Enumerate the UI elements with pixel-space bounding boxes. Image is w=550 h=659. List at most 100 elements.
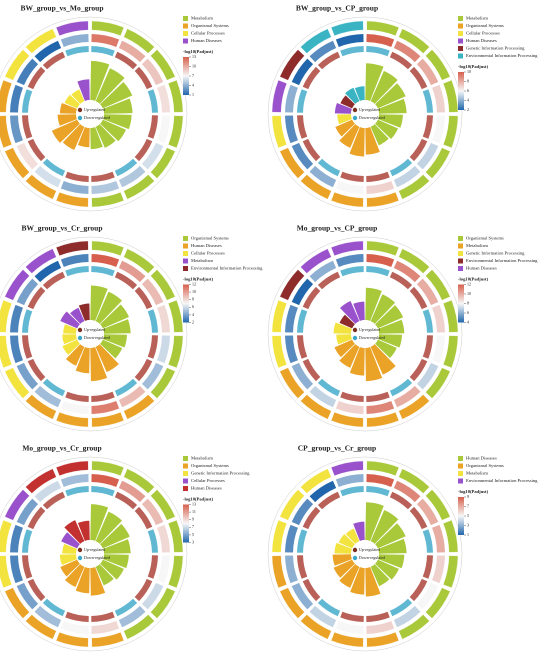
status-ring — [65, 391, 89, 402]
padj-cell — [432, 555, 445, 584]
status-ring — [422, 335, 433, 359]
padj-cell — [285, 524, 298, 553]
status-ring — [409, 286, 428, 310]
status-ring — [340, 266, 364, 277]
category-sector — [300, 28, 332, 54]
colorbar — [458, 72, 464, 110]
colorbar-tick-label: 8 — [467, 300, 469, 305]
status-label: Up-regulated — [84, 327, 105, 332]
legend-swatch — [183, 236, 188, 241]
category-sector — [443, 335, 459, 369]
category-sector — [55, 460, 89, 476]
center — [76, 320, 104, 348]
legend-swatch — [458, 463, 463, 469]
status-ring — [22, 529, 33, 553]
colorbar-tick-label: 9 — [192, 517, 194, 522]
status-ring — [422, 309, 433, 333]
padj-cell — [285, 304, 298, 333]
padj-cell — [91, 474, 120, 487]
rich-bar — [370, 344, 396, 375]
rich-bar — [65, 344, 85, 366]
rich-bar — [100, 81, 133, 109]
colorbar — [183, 57, 189, 95]
rich-bar — [90, 285, 108, 321]
rich-bar — [75, 567, 90, 594]
category-sector — [271, 335, 287, 369]
status-ring — [340, 611, 364, 622]
category-sector — [55, 20, 89, 36]
rich-bar — [77, 79, 90, 101]
padj-cell — [60, 474, 89, 487]
category-sector — [366, 632, 400, 648]
category-sector — [425, 49, 451, 81]
colorbar-tick-label: 7 — [467, 503, 469, 508]
status-ring — [42, 51, 66, 70]
status-label: Up-regulated — [359, 327, 380, 332]
legend-swatch — [183, 251, 188, 256]
rich-bar — [62, 334, 77, 345]
status-ring — [134, 138, 153, 162]
panel-title: BW_group_vs_Cr_group — [22, 224, 103, 233]
padj-cell — [118, 260, 146, 283]
colorbar-tick-label: 13 — [192, 501, 196, 506]
padj-cell — [335, 254, 364, 267]
padj-cell — [60, 181, 89, 194]
rich-bar — [70, 307, 85, 324]
rich-bar — [375, 305, 404, 329]
padj-cell — [34, 260, 62, 283]
padj-cell — [34, 480, 62, 503]
padj-cell — [432, 524, 445, 553]
category-sector — [425, 147, 451, 179]
status-ring — [147, 309, 158, 333]
category-sector — [366, 240, 400, 256]
rich-bar — [60, 559, 80, 577]
category-sector — [168, 299, 184, 333]
rich-bar — [334, 542, 352, 554]
category-sector — [4, 147, 30, 179]
category-sector — [300, 248, 332, 274]
padj-cell — [393, 165, 421, 188]
rich-bar — [375, 119, 399, 139]
padj-cell — [366, 181, 395, 194]
status-ring — [317, 158, 341, 177]
padj-cell — [393, 605, 421, 628]
legend-swatch — [458, 23, 463, 29]
category-sector — [0, 519, 12, 553]
category-sector — [425, 489, 451, 521]
rich-bar — [365, 347, 383, 382]
status-label: Up-regulated — [84, 107, 105, 112]
colorbar-tick-label: 10 — [467, 291, 471, 296]
rich-bar — [375, 339, 397, 359]
status-ring — [302, 138, 321, 162]
padj-cell — [10, 524, 23, 553]
padj-cell — [91, 621, 120, 634]
legend-label: Metabolism — [466, 16, 488, 21]
rich-bar — [78, 303, 90, 321]
colorbar-tick-label: 2 — [467, 107, 469, 112]
padj-cell — [60, 621, 89, 634]
category-sector — [330, 240, 364, 256]
legend-swatch — [458, 243, 463, 249]
category-sector — [150, 147, 176, 179]
rich-bar — [337, 114, 352, 125]
category-sector — [168, 335, 184, 369]
category-sector — [91, 240, 125, 256]
category-sector — [425, 367, 451, 399]
status-ring — [114, 271, 138, 290]
status-ring — [297, 555, 308, 579]
padj-cell — [416, 278, 439, 306]
center — [351, 540, 379, 568]
legend-swatch — [458, 456, 463, 461]
rich-bar — [103, 554, 129, 569]
rich-bar — [333, 322, 352, 334]
status-ring — [317, 598, 341, 617]
status-ring — [302, 358, 321, 382]
padj-cell — [34, 605, 62, 628]
category-sector — [4, 489, 30, 521]
padj-cell — [118, 605, 146, 628]
status-ring — [42, 598, 66, 617]
status-label: Up-regulated — [359, 107, 380, 112]
rich-bar — [350, 567, 365, 595]
colorbar-tick-label: 1 — [192, 92, 194, 97]
legend-label: Metabolism — [466, 471, 488, 476]
